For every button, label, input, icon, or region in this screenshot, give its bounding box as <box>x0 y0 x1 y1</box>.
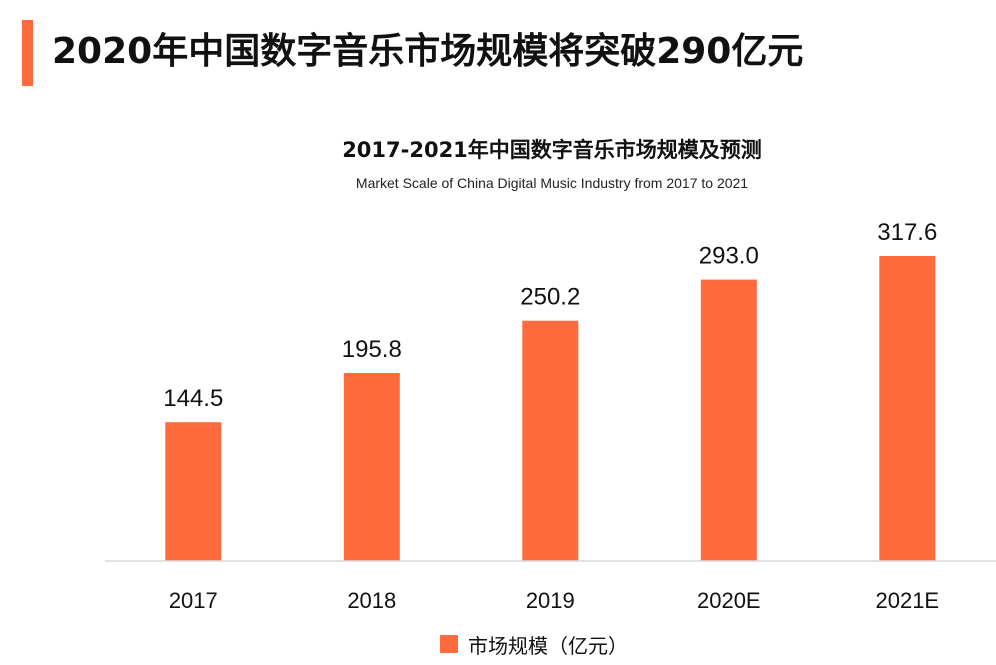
x-tick-label-2017: 2017 <box>169 588 218 613</box>
chart-subtitle: Market Scale of China Digital Music Indu… <box>355 175 749 191</box>
x-tick-label-2020E: 2020E <box>697 588 761 613</box>
chart-legend: 市场规模（亿元） <box>440 627 628 661</box>
bar-2019 <box>522 320 579 561</box>
legend-swatch <box>440 635 458 653</box>
bar-2020E <box>700 279 757 561</box>
data-label-2017: 144.5 <box>163 385 223 412</box>
data-label-2020E: 293.0 <box>699 243 759 270</box>
page-headline: 2020年中国数字音乐市场规模将突破290亿元 <box>52 31 804 72</box>
title-accent-bar <box>22 20 33 86</box>
x-tick-label-2021E: 2021E <box>875 588 939 613</box>
chart-title: 2017-2021年中国数字音乐市场规模及预测 <box>342 138 762 162</box>
data-label-2021E: 317.6 <box>877 219 937 246</box>
bar-2021E <box>879 256 936 561</box>
data-label-2018: 195.8 <box>342 336 402 363</box>
bar-2018 <box>343 373 400 561</box>
x-tick-label-2018: 2018 <box>347 588 396 613</box>
bar-2017 <box>165 422 222 561</box>
x-tick-label-2019: 2019 <box>526 588 575 613</box>
data-label-2019: 250.2 <box>520 284 580 311</box>
legend-label: 市场规模（亿元） <box>468 633 628 658</box>
